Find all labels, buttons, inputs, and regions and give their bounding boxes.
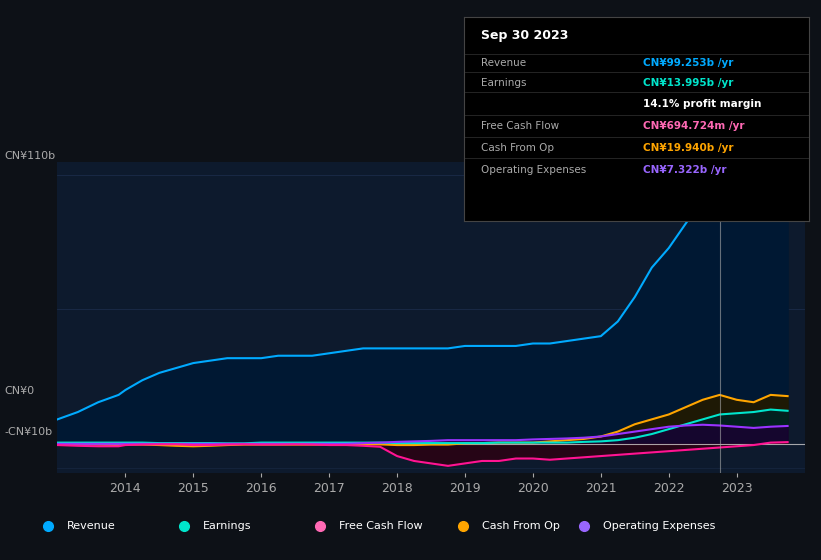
Text: CN¥13.995b /yr: CN¥13.995b /yr [643,78,733,88]
Text: Free Cash Flow: Free Cash Flow [339,521,422,531]
Text: CN¥99.253b /yr: CN¥99.253b /yr [643,58,733,68]
Text: CN¥19.940b /yr: CN¥19.940b /yr [643,143,734,153]
Text: Earnings: Earnings [481,78,526,88]
Text: 14.1% profit margin: 14.1% profit margin [643,99,762,109]
Text: Operating Expenses: Operating Expenses [603,521,715,531]
Text: CN¥0: CN¥0 [4,386,34,396]
Text: Sep 30 2023: Sep 30 2023 [481,29,568,41]
Text: CN¥110b: CN¥110b [4,151,55,161]
Text: Revenue: Revenue [481,58,526,68]
Text: Cash From Op: Cash From Op [482,521,560,531]
Text: CN¥694.724m /yr: CN¥694.724m /yr [643,121,745,131]
Text: Earnings: Earnings [203,521,251,531]
Text: CN¥7.322b /yr: CN¥7.322b /yr [643,165,727,175]
Text: Cash From Op: Cash From Op [481,143,554,153]
Text: -CN¥10b: -CN¥10b [4,427,53,437]
Text: Operating Expenses: Operating Expenses [481,165,586,175]
Text: Free Cash Flow: Free Cash Flow [481,121,559,131]
Text: Revenue: Revenue [67,521,116,531]
